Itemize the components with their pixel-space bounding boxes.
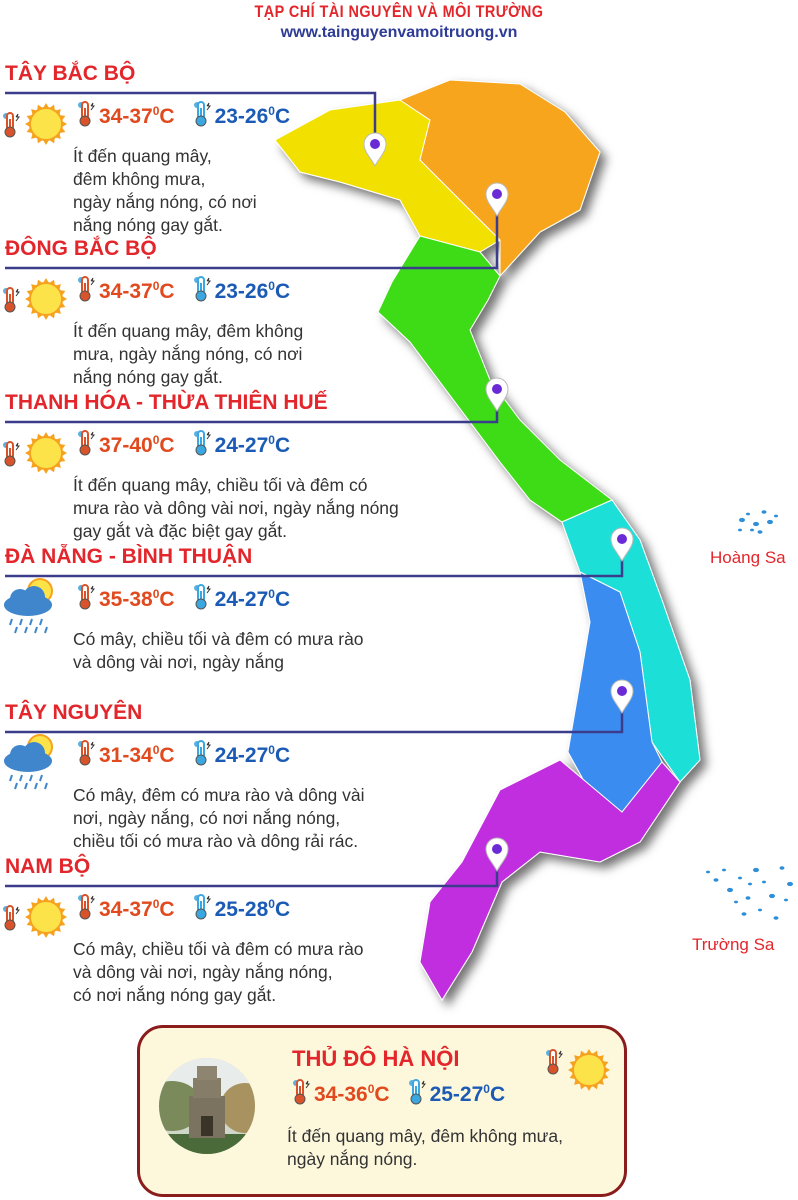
map-pin-icon (485, 837, 509, 873)
max-temp: 31-340C (99, 742, 175, 767)
cold-thermometer-icon (406, 1078, 426, 1111)
region-desc-line: Ít đến quang mây, chiều tối và đêm có (73, 475, 368, 495)
hanoi-desc-line: Ít đến quang mây, đêm không mưa, (287, 1126, 563, 1146)
min-temp: 23-260C (214, 103, 291, 128)
max-temp: 34-370C (99, 103, 175, 128)
map-pin-icon (363, 132, 387, 168)
min-temp: 25-270C (429, 1081, 506, 1106)
cold-thermometer-icon (191, 429, 211, 462)
max-temp: 34-370C (99, 278, 175, 303)
hanoi-title: THỦ ĐÔ HÀ NỘI (292, 1046, 460, 1071)
max-temp: 34-370C (99, 896, 175, 921)
region-title: NAM BỘ (5, 855, 91, 878)
region-desc-line: mưa, ngày nắng nóng, có nơi (73, 344, 303, 364)
min-temp: 23-260C (214, 278, 291, 303)
hot-thermometer-icon (75, 100, 95, 133)
cold-thermometer-icon (191, 100, 211, 133)
magazine-title: TẠP CHÍ TÀI NGUYÊN VÀ MÔI TRƯỜNG (254, 2, 544, 21)
map-region-nam-bo (419, 759, 681, 1001)
region-desc-line: đêm không mưa, (73, 169, 206, 189)
map-pin-icon (485, 377, 509, 413)
thermometer-icon (0, 440, 20, 473)
hot-thermometer-icon (75, 583, 95, 616)
max-temp: 34-360C (314, 1081, 390, 1106)
hoang-sa-islands (738, 510, 778, 534)
min-temp: 24-270C (214, 432, 291, 457)
region-desc-line: nơi, ngày nắng, có nơi nắng nóng, (73, 808, 341, 828)
region-desc-line: và dông vài nơi, ngày nắng nóng, (73, 962, 333, 982)
map-region-dong-bac (398, 79, 601, 278)
region-desc-line: Có mây, chiều tối và đêm có mưa rào (73, 629, 364, 649)
thermometer-icon (0, 111, 20, 144)
region-desc-line: chiều tối có mưa rào và dông rải rác. (73, 831, 359, 851)
region-desc-line: Có mây, chiều tối và đêm có mưa rào (73, 939, 364, 959)
min-temp: 24-270C (214, 742, 291, 767)
region-title: THANH HÓA - THỪA THIÊN HUẾ (5, 391, 328, 414)
cold-thermometer-icon (191, 893, 211, 926)
hot-thermometer-icon (75, 739, 95, 772)
sun-icon (543, 1048, 613, 1094)
website-link[interactable]: www.tainguyenvamoitruong.vn (280, 24, 518, 41)
leader-line (5, 91, 377, 150)
region-desc-line: Ít đến quang mây, đêm không (73, 321, 304, 341)
region-desc-line: gay gắt và đặc biệt gay gắt. (73, 521, 288, 541)
hot-thermometer-icon (75, 429, 95, 462)
turtle-tower-photo (159, 1058, 255, 1154)
map-pin-icon (610, 527, 634, 563)
hot-thermometer-icon (75, 893, 95, 926)
max-temp: 35-380C (99, 586, 175, 611)
region-title: TÂY NGUYÊN (5, 701, 143, 724)
region-desc-line: ngày nắng nóng, có nơi (73, 192, 257, 212)
hot-thermometer-icon (75, 275, 95, 308)
sun-icon (20, 895, 70, 946)
min-temp: 24-270C (214, 586, 291, 611)
map-pin-icon (610, 679, 634, 715)
leader-line (5, 200, 499, 270)
sun-icon (20, 431, 70, 482)
region-title: ĐÀ NẴNG - BÌNH THUẬN (5, 545, 253, 568)
hoang-sa-label: Hoàng Sa (710, 548, 786, 567)
map-pin-icon (485, 182, 509, 218)
region-desc-line: nắng nóng gay gắt. (73, 215, 223, 235)
sun-icon (20, 277, 70, 328)
thermometer-icon (0, 286, 20, 319)
sun-icon (20, 102, 70, 153)
max-temp: 37-400C (99, 432, 175, 457)
truong-sa-islands (706, 866, 793, 920)
cold-thermometer-icon (191, 583, 211, 616)
min-temp: 25-280C (214, 896, 291, 921)
region-desc-line: Ít đến quang mây, (73, 146, 212, 166)
region-desc-line: mưa rào và dông vài nơi, ngày nắng nóng (73, 498, 399, 518)
sun-cloud-rain-icon (0, 731, 62, 798)
hanoi-box: THỦ ĐÔ HÀ NỘI 34-360C 25-270C Ít đến quan… (137, 1025, 627, 1197)
region-desc-line: có nơi nắng nóng gay gắt. (73, 985, 277, 1005)
hanoi-desc-line: ngày nắng nóng. (287, 1149, 418, 1169)
truong-sa-label: Trường Sa (692, 935, 775, 954)
sun-cloud-rain-icon (0, 575, 62, 642)
region-title: TÂY BẮC BỘ (5, 62, 136, 85)
thermometer-icon (0, 904, 20, 937)
hot-thermometer-icon (290, 1078, 310, 1111)
cold-thermometer-icon (191, 275, 211, 308)
region-desc-line: Có mây, đêm có mưa rào và dông vài (73, 785, 365, 805)
region-title: ĐÔNG BẮC BỘ (5, 237, 157, 260)
cold-thermometer-icon (191, 739, 211, 772)
region-desc-line: nắng nóng gay gắt. (73, 367, 223, 387)
region-desc-line: và dông vài nơi, ngày nắng (73, 652, 284, 672)
